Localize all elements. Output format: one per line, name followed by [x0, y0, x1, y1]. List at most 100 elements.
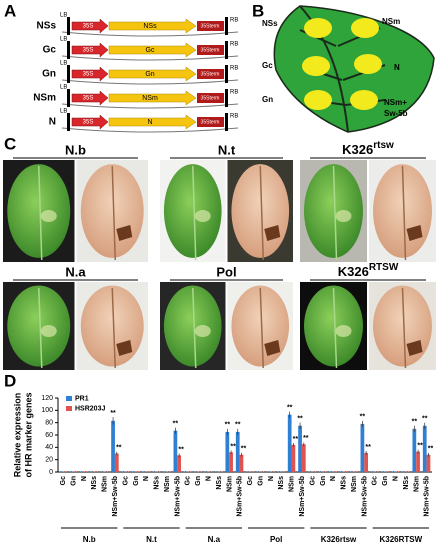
terminator-label: 35Sterm: [201, 95, 220, 101]
x-tick-label: NSm+Sw-5b: [424, 476, 431, 517]
significance: **: [412, 419, 418, 426]
x-tick-label: NSm: [289, 476, 296, 492]
x-tick-label: N: [205, 476, 212, 481]
significance: **: [293, 436, 299, 443]
gene-label: Gc: [146, 47, 155, 54]
border-label: LB: [60, 61, 67, 67]
bar: [287, 414, 292, 472]
terminator-label: 35Sterm: [201, 71, 220, 77]
promoter: [71, 90, 109, 106]
leaf-midrib: [111, 287, 116, 369]
rb: [225, 113, 228, 131]
spot: [40, 210, 57, 222]
terminator-label: 35Sterm: [201, 119, 220, 125]
x-tick-label: NSs: [91, 476, 98, 490]
construct-name: N: [49, 117, 56, 128]
spot: [304, 90, 332, 110]
bar: [360, 423, 365, 472]
legend-swatch: [66, 406, 72, 411]
terminator: [197, 117, 224, 127]
backbone: [61, 79, 239, 85]
x-tick-label: NSm: [226, 476, 233, 492]
spot-label: NSs: [262, 19, 278, 28]
x-tick-label: N: [268, 476, 275, 481]
border-label: RB: [230, 114, 238, 120]
significance: **: [365, 444, 371, 451]
lesion: [406, 340, 423, 356]
lesion: [264, 340, 281, 356]
construct-name: Gn: [42, 69, 56, 80]
plant-label-sup: rtsw: [373, 140, 394, 151]
rb: [225, 17, 228, 35]
bar: [114, 453, 119, 472]
promoter: [71, 42, 109, 58]
bar: [173, 430, 178, 472]
bar: [229, 452, 233, 472]
x-tick-label: NSm+Sw-5b: [237, 476, 244, 517]
leaf: [304, 285, 363, 367]
leaf-midrib: [259, 165, 264, 261]
x-tick-label: Gc: [372, 476, 379, 485]
spots: [302, 18, 382, 110]
leaf: [304, 164, 363, 258]
leaf-midrib: [192, 165, 197, 261]
group-label: K326rtsw: [321, 535, 357, 544]
bar: [301, 444, 306, 472]
border-label: LB: [60, 13, 67, 19]
significance: **: [422, 416, 428, 423]
y-tick-label: 80: [45, 420, 53, 427]
leaf-midrib: [192, 287, 197, 369]
x-tick-label: NSm+Sw-5b: [299, 476, 306, 517]
y-tick-label: 60: [45, 432, 53, 439]
lb: [67, 41, 70, 59]
y-tick-label: 0: [49, 469, 53, 476]
x-tick-label: NSs: [154, 476, 161, 490]
significance: **: [417, 443, 423, 450]
spot: [302, 56, 330, 76]
backbone: [61, 55, 239, 61]
rb: [225, 65, 228, 83]
plant-label: N.t: [218, 142, 236, 157]
leaf: [7, 285, 71, 367]
gene-label: Gn: [145, 71, 154, 78]
terminator-label: 35Sterm: [201, 47, 220, 53]
lesion: [116, 340, 133, 356]
terminator: [197, 21, 224, 31]
x-tick-label: Gn: [320, 476, 327, 486]
significance: **: [241, 446, 247, 453]
plant-label: K326rtsw: [342, 140, 394, 158]
significance: **: [297, 416, 303, 423]
x-tick-label: N: [143, 476, 150, 481]
plant-label: N.b: [65, 142, 86, 157]
border-label: LB: [60, 85, 67, 91]
spot-label: NSm: [382, 17, 400, 26]
terminator: [197, 45, 224, 55]
bar: [416, 451, 420, 472]
spot: [40, 325, 57, 337]
x-tick-label: Gc: [122, 476, 129, 485]
construct-name: NSm: [33, 93, 56, 104]
panel-label: D: [4, 371, 16, 390]
x-tick-label: NSm+Sw-5b: [112, 476, 119, 517]
x-tick-label: NSs: [341, 476, 348, 490]
x-tick-label: Gn: [195, 476, 202, 486]
x-tick-label: Gn: [133, 476, 140, 486]
terminator: [197, 69, 224, 79]
y-tick-label: 20: [45, 457, 53, 464]
lesion: [116, 225, 133, 241]
significance: **: [235, 422, 241, 429]
x-tick-label: Gc: [185, 476, 192, 485]
gene: [108, 18, 197, 34]
bar: [364, 452, 369, 472]
terminator-label: 35Sterm: [201, 23, 220, 29]
x-tick-label: N: [81, 476, 88, 481]
bar: [177, 455, 182, 472]
significance: **: [178, 446, 184, 453]
spot: [354, 54, 382, 74]
spot: [304, 18, 332, 38]
spot-label: Sw-5b: [384, 109, 408, 118]
lesion: [406, 225, 423, 241]
group-label: N.b: [83, 535, 96, 544]
leaf-midrib: [111, 165, 116, 261]
significance: **: [230, 443, 236, 450]
